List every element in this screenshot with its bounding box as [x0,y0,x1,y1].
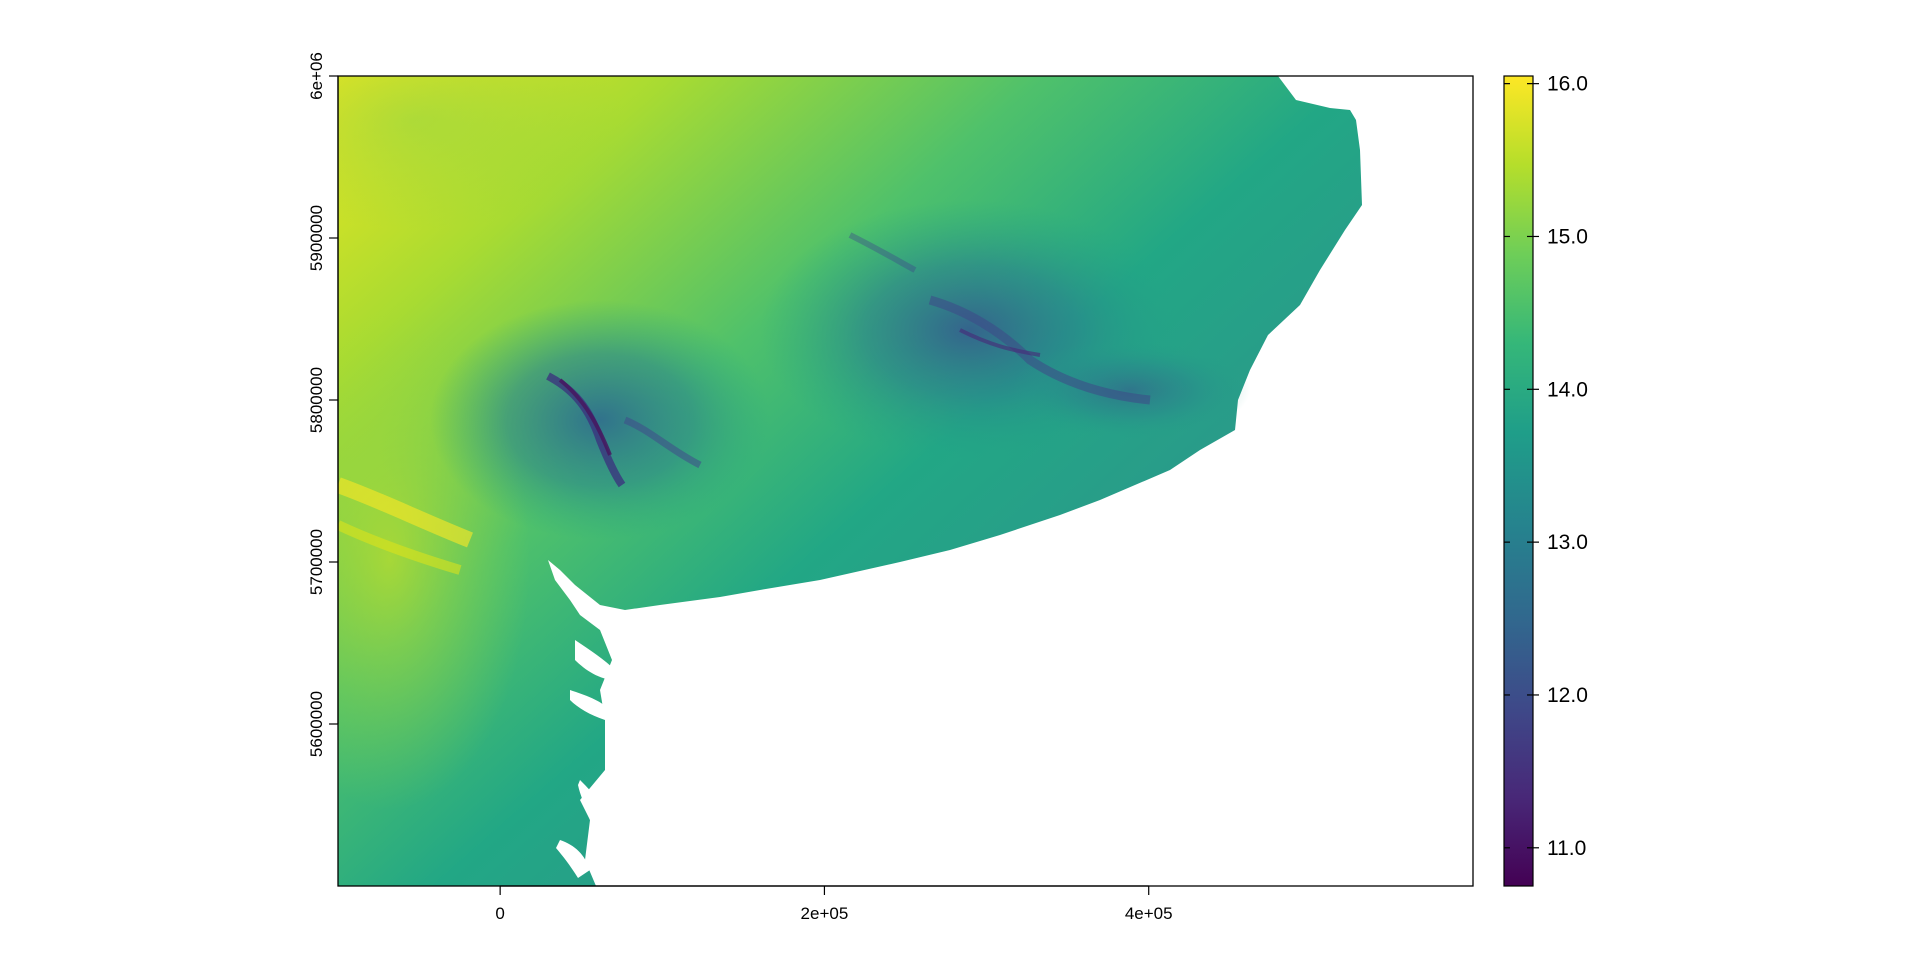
y-tick-label: 5800000 [307,367,326,433]
x-axis: 0 2e+05 4e+05 [495,885,1173,923]
x-tick-label: 2e+05 [801,904,849,923]
legend-colorbar [1503,75,1534,887]
y-tick-label: 5700000 [307,529,326,595]
legend-tick-label: 13.0 [1547,531,1588,554]
raster-layer [338,76,1362,886]
legend-tick-label: 14.0 [1547,378,1588,401]
y-tick-label: 6e+06 [307,52,326,100]
legend-tick-label: 15.0 [1547,225,1588,248]
legend-tick-label: 11.0 [1547,837,1586,860]
x-tick-label: 4e+05 [1125,904,1173,923]
x-tick-label: 0 [495,904,504,923]
y-tick-label: 5900000 [307,205,326,271]
legend-tick-label: 12.0 [1547,684,1588,707]
legend-ticks: 11.0 12.0 13.0 14.0 15.0 16.0 [1504,73,1588,860]
y-axis: 5600000 5700000 5800000 5900000 6e+06 [307,52,339,757]
legend-tick-label: 16.0 [1547,73,1588,96]
y-tick-label: 5600000 [307,691,326,757]
